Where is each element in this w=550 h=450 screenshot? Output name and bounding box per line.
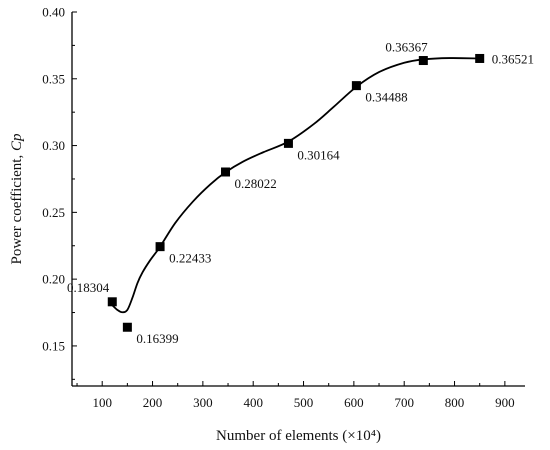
x-tick-label: 600 xyxy=(344,395,364,410)
x-axis-title: Number of elements (×10⁴) xyxy=(216,428,381,444)
x-tick-label: 400 xyxy=(243,395,263,410)
y-tick-label: 0.25 xyxy=(42,205,65,220)
y-tick-label: 0.35 xyxy=(42,71,65,86)
data-point xyxy=(351,81,361,91)
y-tick-label: 0.30 xyxy=(42,138,65,153)
data-label: 0.30164 xyxy=(297,147,340,162)
data-label: 0.34488 xyxy=(365,90,407,105)
data-point xyxy=(418,56,428,66)
data-label: 0.36521 xyxy=(492,51,534,66)
data-labels: 0.18304 0.16399 0.22433 0.28022 0.30164 0.344… xyxy=(67,40,534,347)
x-tick-label: 100 xyxy=(92,395,112,410)
data-point xyxy=(221,167,231,177)
data-point xyxy=(122,322,132,332)
x-axis-ticks: 100 200 300 400 500 600 700 800 900 xyxy=(76,381,515,410)
data-label: 0.36367 xyxy=(385,40,428,55)
y-tick-label: 0.15 xyxy=(42,338,65,353)
data-point xyxy=(107,297,117,307)
data-label: 0.22433 xyxy=(169,251,211,266)
data-label: 0.18304 xyxy=(67,280,110,295)
x-tick-label: 900 xyxy=(495,395,515,410)
y-tick-label: 0.40 xyxy=(42,5,65,20)
axes xyxy=(71,12,525,387)
data-point xyxy=(283,138,293,148)
x-tick-label: 500 xyxy=(294,395,314,410)
data-point xyxy=(475,53,485,63)
y-tick-label: 0.20 xyxy=(42,272,65,287)
x-tick-label: 300 xyxy=(193,395,213,410)
y-axis-title-main: Power coefficient, xyxy=(9,151,25,264)
data-label: 0.16399 xyxy=(136,331,178,346)
y-axis-title-variable: Cp xyxy=(9,133,25,151)
x-tick-label: 700 xyxy=(394,395,414,410)
x-tick-label: 200 xyxy=(143,395,163,410)
data-markers xyxy=(107,53,485,332)
y-axis-ticks: 0.15 0.20 0.25 0.30 0.35 0.40 xyxy=(42,5,77,380)
data-label: 0.28022 xyxy=(235,176,277,191)
y-axis-title: Power coefficient, Cp xyxy=(9,133,25,264)
data-point xyxy=(155,242,165,252)
x-tick-label: 800 xyxy=(445,395,465,410)
fit-curve xyxy=(111,57,480,314)
